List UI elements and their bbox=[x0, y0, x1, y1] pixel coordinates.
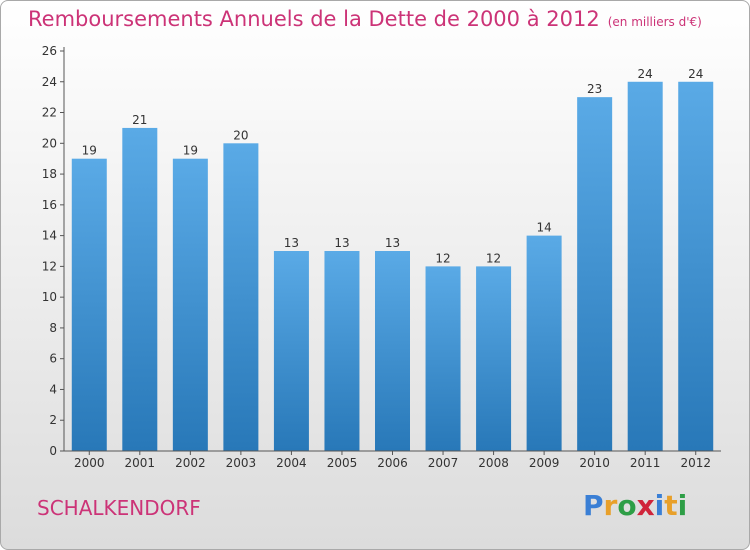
x-tick-label: 2009 bbox=[529, 456, 560, 470]
chart-title: Remboursements Annuels de la Dette de 20… bbox=[28, 7, 600, 31]
y-tick-label: 20 bbox=[42, 136, 57, 150]
logo-letter: o bbox=[617, 489, 637, 522]
y-tick-label: 24 bbox=[42, 75, 57, 89]
bar-2007 bbox=[425, 266, 461, 451]
bar-value-label: 24 bbox=[638, 67, 653, 81]
commune-name: SCHALKENDORF bbox=[37, 496, 201, 520]
bar-value-label: 19 bbox=[183, 144, 198, 158]
proxiti-logo: Proxiti bbox=[583, 489, 687, 522]
bar-value-label: 12 bbox=[486, 251, 501, 265]
bar-2006 bbox=[375, 251, 410, 451]
chart-subtitle: (en milliers d'€) bbox=[607, 15, 702, 29]
title-row: Remboursements Annuels de la Dette de 20… bbox=[28, 7, 702, 31]
bar-2003 bbox=[223, 143, 259, 452]
logo-letter: x bbox=[636, 489, 655, 522]
y-tick-label: 18 bbox=[42, 167, 57, 181]
y-tick-label: 26 bbox=[42, 44, 57, 58]
bar-value-label: 21 bbox=[132, 113, 147, 127]
bar-value-label: 13 bbox=[334, 236, 349, 250]
bar-value-label: 19 bbox=[82, 144, 97, 158]
x-tick-label: 2002 bbox=[175, 456, 206, 470]
bar-value-label: 24 bbox=[688, 67, 703, 81]
bar-value-label: 12 bbox=[435, 251, 450, 265]
logo-letter: P bbox=[583, 489, 604, 522]
bar-2000 bbox=[71, 158, 107, 451]
x-tick-label: 2012 bbox=[680, 456, 711, 470]
bar-value-label: 14 bbox=[536, 221, 551, 235]
x-axis: 2000 2001 2002 2003 2004 2005 2006 2007 2008 2009… bbox=[64, 450, 721, 470]
y-tick-label: 8 bbox=[49, 321, 57, 335]
x-tick-label: 2000 bbox=[74, 456, 105, 470]
y-tick-label: 22 bbox=[42, 106, 57, 120]
y-tick-label: 10 bbox=[42, 290, 57, 304]
logo-letter: i bbox=[654, 489, 665, 522]
x-tick-label: 2010 bbox=[579, 456, 610, 470]
x-tick-label: 2006 bbox=[377, 456, 408, 470]
logo-letter: r bbox=[603, 489, 618, 522]
logo-letter: t bbox=[664, 489, 678, 522]
bar-2008 bbox=[476, 266, 512, 451]
y-tick-label: 12 bbox=[42, 259, 57, 273]
x-tick-label: 2004 bbox=[276, 456, 307, 470]
y-tick-label: 14 bbox=[42, 229, 57, 243]
y-tick-label: 4 bbox=[49, 382, 57, 396]
bars: 19 21 19 20 13 13 13 12 12 14 23 24 24 bbox=[71, 67, 714, 452]
bar-2005 bbox=[324, 251, 360, 451]
logo-letter: i bbox=[677, 489, 688, 522]
bar-2012 bbox=[678, 81, 714, 452]
bar-value-label: 20 bbox=[233, 128, 248, 142]
bar-value-label: 13 bbox=[385, 236, 400, 250]
y-tick-label: 2 bbox=[49, 413, 57, 427]
x-tick-label: 2003 bbox=[226, 456, 257, 470]
bar-2002 bbox=[172, 158, 208, 451]
bar-2011 bbox=[627, 81, 663, 452]
y-tick-label: 16 bbox=[42, 198, 57, 212]
bar-2001 bbox=[122, 127, 158, 451]
x-tick-label: 2008 bbox=[478, 456, 509, 470]
x-tick-label: 2011 bbox=[630, 456, 661, 470]
bar-2009 bbox=[526, 235, 562, 451]
bar-value-label: 23 bbox=[587, 82, 602, 96]
x-tick-label: 2001 bbox=[125, 456, 156, 470]
y-tick-label: 0 bbox=[49, 444, 57, 458]
bar-2004 bbox=[273, 251, 309, 451]
x-tick-label: 2007 bbox=[428, 456, 459, 470]
y-tick-label: 6 bbox=[49, 352, 57, 366]
bar-2010 bbox=[577, 97, 613, 452]
bar-value-label: 13 bbox=[284, 236, 299, 250]
x-tick-label: 2005 bbox=[327, 456, 358, 470]
